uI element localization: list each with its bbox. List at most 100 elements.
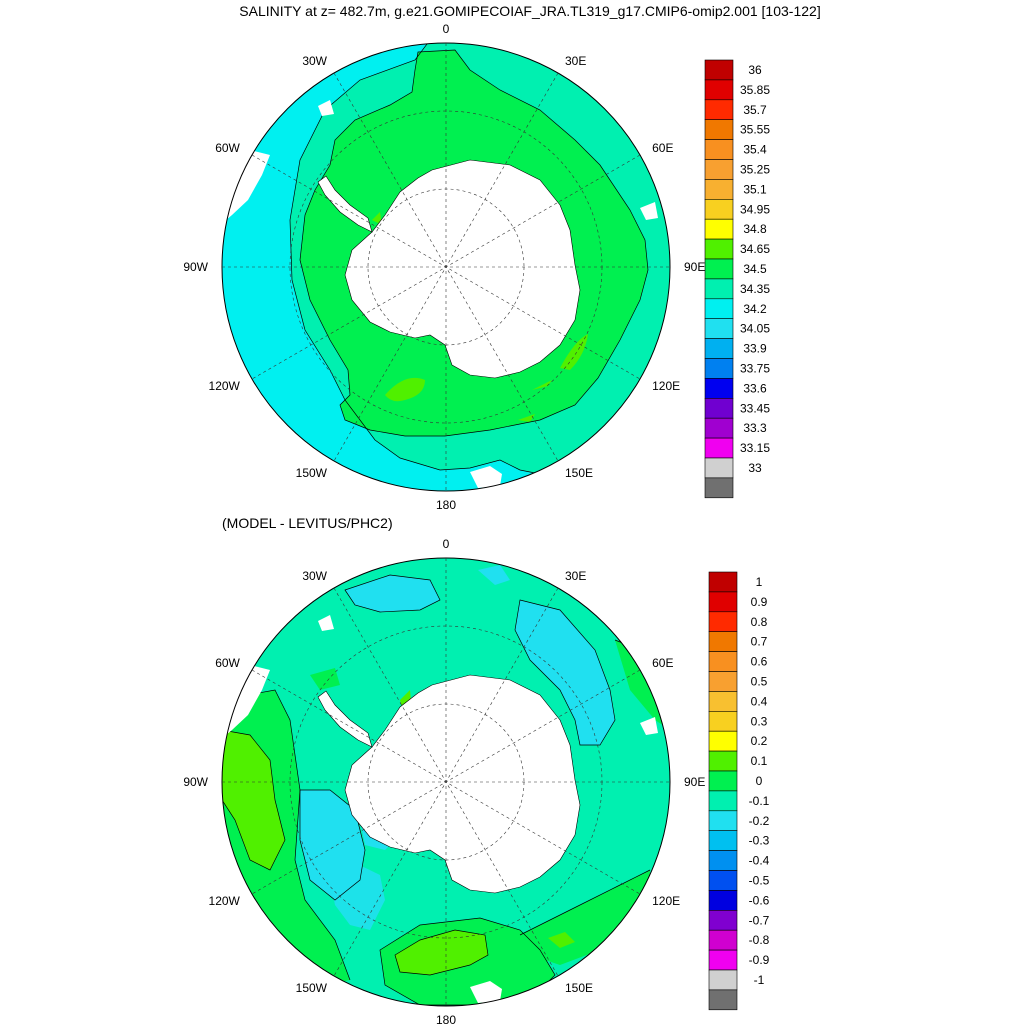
colorbar-swatch <box>708 810 738 831</box>
salinity-lime-patch <box>385 377 425 402</box>
colorbar-tick-label: 36 <box>748 63 762 77</box>
lon-label: 60W <box>215 656 240 670</box>
colorbar-tick-label: 33.75 <box>740 361 770 375</box>
lon-label: 150E <box>565 981 593 995</box>
colorbar-swatch <box>708 830 738 851</box>
lon-label: 180 <box>436 498 456 512</box>
difference-lightblue-region <box>478 565 510 585</box>
colorbar-tick-label: 33.3 <box>743 421 767 435</box>
difference-contours <box>222 574 670 1006</box>
lon-label: 0 <box>443 537 450 551</box>
difference-graticule <box>222 558 670 1006</box>
lon-label: 90E <box>684 775 705 789</box>
colorbar-tick-label: -0.6 <box>749 893 770 907</box>
land-patch <box>640 717 658 735</box>
colorbar-tick-label: 35.85 <box>740 83 770 97</box>
colorbar-swatch <box>704 179 734 200</box>
colorbar-swatch <box>708 591 738 613</box>
colorbar-swatch <box>704 417 734 439</box>
colorbar-swatch <box>704 59 734 81</box>
colorbar-tick-label: -0.5 <box>749 874 770 888</box>
colorbar-tick-label: 33.9 <box>743 342 767 356</box>
salinity-lime-patch <box>560 334 588 370</box>
colorbar-swatch <box>708 710 738 732</box>
lon-label: 30W <box>302 569 327 583</box>
colorbar-swatch <box>704 318 734 339</box>
colorbar-swatch <box>704 338 734 359</box>
difference-green-region <box>615 640 670 730</box>
colorbar-tick-label: 35.1 <box>743 182 767 196</box>
lon-label: 30E <box>565 569 586 583</box>
colorbar-tick-label: 33 <box>748 461 762 475</box>
colorbar-swatch <box>708 611 738 632</box>
colorbar-tick-label: 33.45 <box>740 401 770 415</box>
colorbar-swatch <box>704 119 734 140</box>
colorbar-swatch <box>704 199 734 220</box>
lon-label: 30E <box>565 54 586 68</box>
difference-lightblue-region <box>515 600 615 745</box>
lon-label: 60W <box>215 141 240 155</box>
colorbar-swatch <box>704 358 734 379</box>
colorbar-tick-label: 0.3 <box>751 714 768 728</box>
difference-map: 0 30E 60E 90E 120E 150E 180 150W 120W 90W 60W 30W <box>183 537 705 1024</box>
colorbar-swatch <box>704 437 734 459</box>
lon-label: 180 <box>436 1013 456 1024</box>
lon-label: 150E <box>565 466 593 480</box>
difference-colorbar: 1 0.9 0.8 0.7 0.6 0.5 0.4 0.3 0.2 0.1 0 -0.1 -0.2 -0.… <box>708 571 770 1011</box>
colorbar-tick-label: -0.7 <box>749 913 770 927</box>
colorbar-tick-label: 35.4 <box>743 143 767 157</box>
colorbar-swatch <box>704 99 734 121</box>
colorbar-swatch <box>704 238 734 260</box>
salinity-colorbar: 36 35.85 35.7 35.55 35.4 35.25 35.1 34.95 34.8 34… <box>704 59 770 499</box>
colorbar-swatch <box>708 631 738 652</box>
colorbar-tick-label: -0.3 <box>749 834 770 848</box>
colorbar-swatch <box>704 397 734 419</box>
colorbar-swatch <box>704 258 734 280</box>
colorbar-tick-label: 0.9 <box>751 595 768 609</box>
figure-title: SALINITY at z= 482.7m, g.e21.GOMIPECOIAF… <box>239 3 820 19</box>
colorbar-swatch <box>704 298 734 319</box>
colorbar-swatch <box>708 909 738 931</box>
colorbar-tick-label: -0.4 <box>749 854 770 868</box>
salinity-map: 0 30E 60E 90E 120E 150E 180 150W 120W 90W 60W 30W <box>183 22 705 512</box>
lon-label: 120W <box>209 894 241 908</box>
colorbar-tick-label: 35.7 <box>743 103 767 117</box>
colorbar-swatch <box>708 571 738 593</box>
colorbar-tick-label: 0.8 <box>751 615 768 629</box>
colorbar-tick-label: 33.15 <box>740 441 770 455</box>
lon-label: 60E <box>652 141 673 155</box>
colorbar-swatch <box>708 750 738 772</box>
colorbar-swatch <box>704 139 734 160</box>
land-patch <box>470 466 502 488</box>
colorbar-swatch <box>708 730 738 752</box>
colorbar-tick-label: 0.4 <box>751 694 768 708</box>
colorbar-tick-label: -1 <box>754 973 765 987</box>
difference-lon-labels: 0 30E 60E 90E 120E 150E 180 150W 120W 90W 60W 30W <box>183 537 705 1024</box>
colorbar-tick-label: -0.2 <box>749 814 770 828</box>
lon-label: 120E <box>652 894 680 908</box>
land-patch <box>640 202 658 220</box>
colorbar-tick-label: 34.8 <box>743 222 767 236</box>
antarctica-landmass <box>344 674 581 894</box>
colorbar-swatch <box>708 850 738 871</box>
lon-label: 0 <box>443 22 450 36</box>
lon-label: 30W <box>302 54 327 68</box>
colorbar-swatch <box>708 949 738 971</box>
colorbar-tick-label: 34.5 <box>743 262 767 276</box>
salinity-contour <box>299 49 649 437</box>
colorbar-tick-label: 0.6 <box>751 655 768 669</box>
colorbar-swatch <box>708 870 738 891</box>
lon-label: 120W <box>209 379 241 393</box>
difference-subtitle: (MODEL - LEVITUS/PHC2) <box>222 515 393 531</box>
difference-lightblue-region <box>330 851 385 930</box>
colorbar-swatch <box>708 671 738 692</box>
salinity-cyan-band <box>222 43 640 491</box>
colorbar-tick-label: 34.2 <box>743 302 767 316</box>
land-patch <box>318 615 334 631</box>
difference-green-region <box>310 668 340 690</box>
lon-label: 60E <box>652 656 673 670</box>
salinity-lime-patch <box>518 414 535 422</box>
colorbar-swatch <box>708 790 738 812</box>
colorbar-swatch <box>708 691 738 712</box>
